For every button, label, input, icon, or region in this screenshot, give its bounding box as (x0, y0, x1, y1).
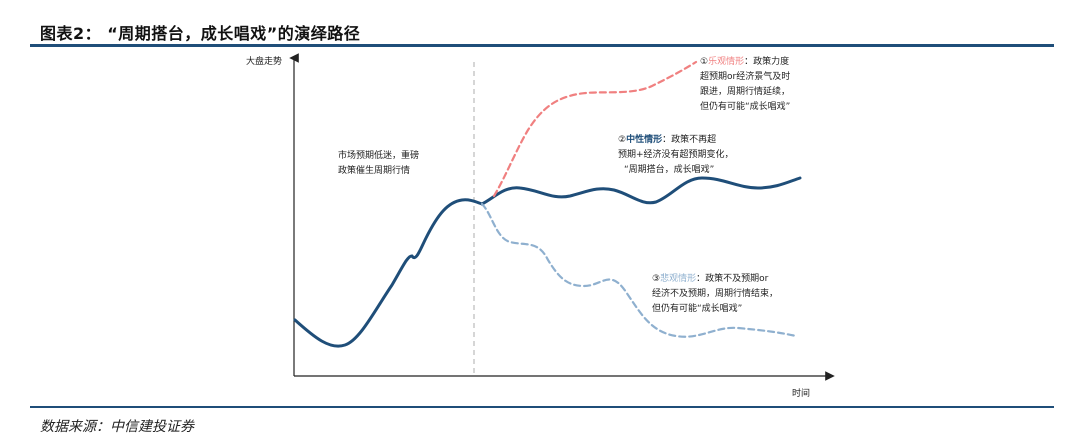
y-axis-label: 大盘走势 (246, 55, 282, 67)
neutral-annotation-line2: 预期+经济没有超预期变化， (618, 148, 734, 160)
market-annotation-line2: 政策催生周期行情 (338, 164, 410, 176)
optimistic-annotation-line2: 超预期or经济景气及时 (700, 70, 790, 82)
optimistic-annotation-line4: 但仍有可能“成长唱戏” (700, 100, 790, 112)
optimistic-annotation-line1: ①乐观情形：政策力度 (700, 55, 789, 67)
x-axis-label: 时间 (792, 387, 810, 399)
data-source: 数据来源：中信建投证券 (40, 419, 194, 435)
pessimistic-name: 悲观情形 (660, 272, 696, 284)
optimistic-path (492, 60, 698, 198)
pessimistic-path (480, 202, 798, 338)
optimistic-line1-text: ：政策力度 (744, 55, 789, 67)
title-rule (30, 44, 1054, 47)
pessimistic-line1-text: ：政策不及预期or (696, 272, 769, 284)
neutral-path (480, 176, 802, 206)
source-rule (30, 406, 1054, 408)
pessimistic-annotation-line2: 经济不及预期，周期行情结束， (652, 287, 778, 299)
pessimistic-marker: ③ (652, 274, 660, 284)
pessimistic-annotation-line1: ③悲观情形：政策不及预期or (652, 272, 769, 284)
historical-path (293, 198, 484, 348)
neutral-annotation-line1: ②中性情形：政策不再超 (618, 133, 716, 145)
market-annotation-line1: 市场预期低迷，重磅 (338, 149, 419, 161)
figure-title: 图表2： “周期搭台，成长唱戏”的演绎路径 (40, 24, 361, 43)
pessimistic-annotation-line3: 但仍有可能“成长唱戏” (652, 302, 742, 314)
optimistic-marker: ① (700, 57, 708, 67)
neutral-annotation-line3: “周期搭台，成长唱戏” (624, 163, 714, 175)
optimistic-name: 乐观情形 (708, 55, 744, 67)
neutral-marker: ② (618, 135, 626, 145)
optimistic-annotation-line3: 跟进，周期行情延续， (700, 85, 790, 97)
neutral-line1-text: ：政策不再超 (662, 133, 716, 145)
neutral-name: 中性情形 (626, 133, 662, 145)
